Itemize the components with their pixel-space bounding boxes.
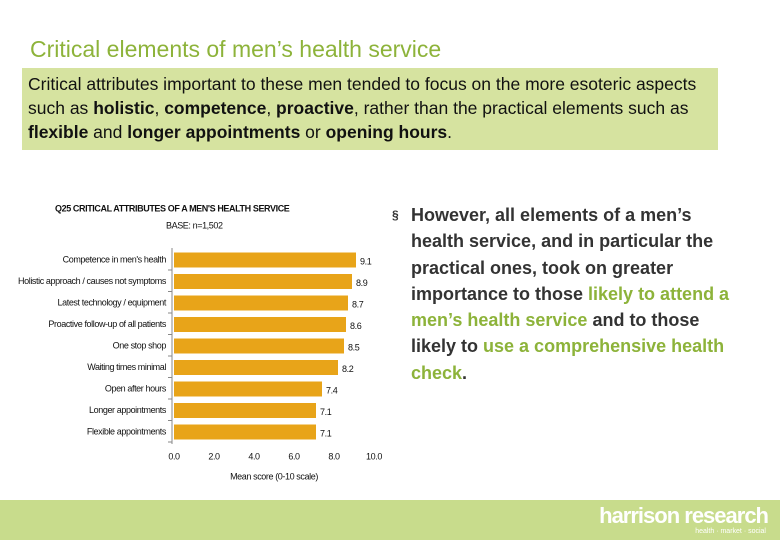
- value-label: 8.9: [356, 278, 368, 288]
- bar: [174, 381, 322, 397]
- value-label: 7.1: [320, 407, 332, 417]
- bullet-marker: §: [392, 208, 399, 222]
- bar: [174, 295, 348, 311]
- bullet-text: likely to attend a men’s health service: [411, 283, 730, 331]
- summary-text: ,: [154, 98, 165, 118]
- value-label: 8.6: [350, 321, 362, 331]
- x-tick-label: 6.0: [288, 451, 300, 461]
- category-label: One stop shop: [113, 340, 167, 350]
- value-label: 8.5: [348, 342, 360, 352]
- logo: harrison research: [599, 503, 769, 528]
- summary-text: .: [447, 122, 453, 142]
- category-label: Waiting times minimal: [87, 362, 166, 372]
- bullet-text: use a comprehensive health check: [411, 336, 725, 383]
- bar: [174, 403, 316, 418]
- bullet-text: However, all elements of a men’s health …: [411, 205, 714, 304]
- category-label: Open after hours: [105, 383, 167, 393]
- x-tick-label: 4.0: [248, 451, 260, 461]
- x-tick-label: 2.0: [208, 451, 220, 461]
- category-label: Flexible appointments: [87, 426, 167, 436]
- value-label: 8.2: [342, 364, 354, 374]
- slide-title: Critical elements of men’s health servic…: [30, 36, 442, 62]
- x-tick-label: 0.0: [168, 451, 180, 461]
- summary-text: proactive: [276, 98, 354, 118]
- summary-text: longer appointments: [127, 122, 301, 142]
- x-tick-label: 8.0: [328, 451, 340, 461]
- chart-subtitle: BASE: n=1,502: [166, 220, 223, 230]
- summary-text: or: [300, 122, 326, 142]
- bullet-text: and to those likely to: [411, 310, 700, 357]
- x-tick-label: 10.0: [366, 451, 382, 461]
- x-axis-label: Mean score (0-10 scale): [230, 471, 318, 481]
- summary-box: Critical attributes important to these m…: [22, 68, 718, 150]
- chart: Q25 CRITICAL ATTRIBUTES OF A MEN'S HEALT…: [18, 203, 383, 481]
- value-label: 7.4: [326, 385, 338, 395]
- summary-text: holistic: [93, 98, 155, 118]
- summary-text: ,: [266, 98, 277, 118]
- category-label: Longer appointments: [89, 405, 167, 415]
- summary-text: competence: [164, 98, 267, 118]
- value-label: 7.1: [320, 428, 332, 438]
- bar: [174, 317, 346, 332]
- category-label: Proactive follow-up of all patients: [48, 319, 166, 329]
- summary-text: and: [88, 122, 128, 142]
- bar: [174, 360, 338, 375]
- summary-text: , rather than the practical elements suc…: [353, 98, 689, 118]
- category-label: Holistic approach / causes not symptoms: [18, 276, 167, 286]
- footer: harrison research health · market · soci…: [0, 500, 780, 540]
- summary-text: flexible: [28, 122, 89, 142]
- bar: [174, 274, 352, 289]
- category-label: Latest technology / equipment: [58, 297, 167, 307]
- bar: [174, 338, 344, 354]
- chart-title: Q25 CRITICAL ATTRIBUTES OF A MEN'S HEALT…: [55, 203, 290, 213]
- value-label: 8.7: [352, 299, 364, 309]
- summary-text: Critical attributes important to these m…: [28, 74, 697, 118]
- category-label: Competence in men's health: [63, 254, 167, 264]
- bar: [174, 424, 316, 440]
- bullet: § However, all elements of a men’s health…: [392, 202, 737, 386]
- value-label: 9.1: [360, 256, 372, 266]
- logo-tagline: health · market · social: [695, 528, 766, 535]
- bar: [174, 252, 356, 268]
- summary-text: opening hours: [325, 122, 448, 142]
- bullet-text: .: [462, 362, 468, 383]
